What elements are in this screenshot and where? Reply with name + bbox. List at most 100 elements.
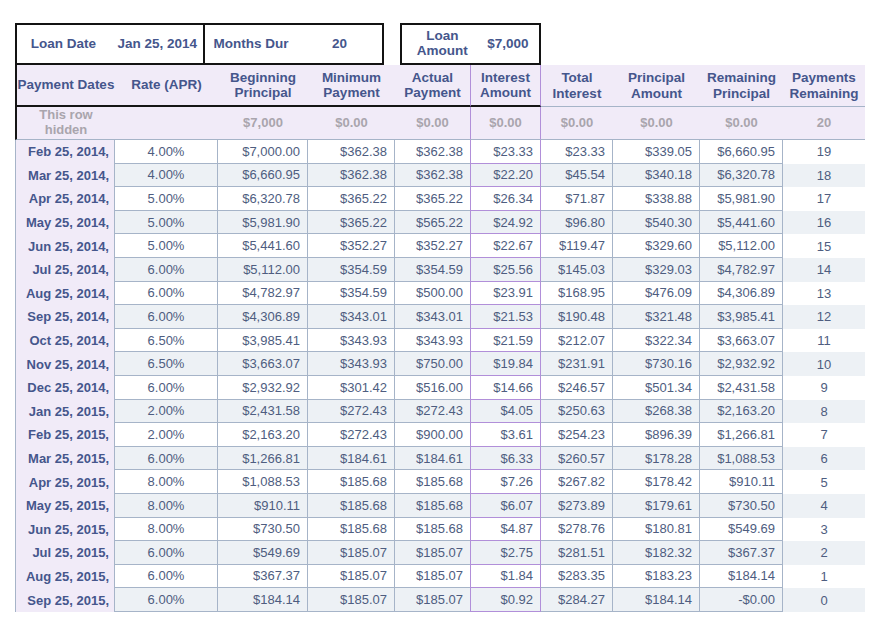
payment-date-cell[interactable]: May 25, 2015, <box>15 494 115 518</box>
minimum-payment-cell[interactable]: $272.43 <box>308 423 395 447</box>
hidden-beginning-principal-cell[interactable]: $7,000 <box>218 107 308 140</box>
payments-remaining-cell[interactable]: 6 <box>783 447 865 471</box>
total-interest-cell[interactable]: $212.07 <box>541 329 613 353</box>
principal-amount-cell[interactable]: $896.39 <box>613 423 700 447</box>
rate-apr-cell[interactable]: 4.00% <box>115 164 218 188</box>
header-payments-remaining[interactable]: Payments Remaining <box>783 65 865 107</box>
actual-payment-cell[interactable]: $750.00 <box>395 352 470 376</box>
beginning-principal-cell[interactable]: $910.11 <box>218 494 308 518</box>
total-interest-cell[interactable]: $71.87 <box>541 187 613 211</box>
actual-payment-cell[interactable]: $354.59 <box>395 258 470 282</box>
rate-apr-cell[interactable]: 2.00% <box>115 423 218 447</box>
interest-amount-cell[interactable]: $0.92 <box>470 588 541 612</box>
total-interest-cell[interactable]: $119.47 <box>541 234 613 258</box>
principal-amount-cell[interactable]: $182.32 <box>613 541 700 565</box>
principal-amount-cell[interactable]: $322.34 <box>613 329 700 353</box>
payments-remaining-cell[interactable]: 18 <box>783 164 865 188</box>
actual-payment-cell[interactable]: $352.27 <box>395 234 470 258</box>
actual-payment-cell[interactable]: $343.93 <box>395 329 470 353</box>
principal-amount-cell[interactable]: $329.03 <box>613 258 700 282</box>
principal-amount-cell[interactable]: $340.18 <box>613 164 700 188</box>
hidden-total-interest-cell[interactable]: $0.00 <box>541 107 613 140</box>
beginning-principal-cell[interactable]: $4,306.89 <box>218 305 308 329</box>
beginning-principal-cell[interactable]: $730.50 <box>218 518 308 542</box>
interest-amount-cell[interactable]: $7.26 <box>470 470 541 494</box>
interest-amount-cell[interactable]: $4.87 <box>470 518 541 542</box>
total-interest-cell[interactable]: $278.76 <box>541 518 613 542</box>
beginning-principal-cell[interactable]: $3,663.07 <box>218 352 308 376</box>
rate-apr-cell[interactable]: 6.00% <box>115 258 218 282</box>
payments-remaining-cell[interactable]: 10 <box>783 352 865 376</box>
beginning-principal-cell[interactable]: $5,981.90 <box>218 211 308 235</box>
total-interest-cell[interactable]: $284.27 <box>541 588 613 612</box>
payments-remaining-cell[interactable]: 3 <box>783 518 865 542</box>
beginning-principal-cell[interactable]: $5,441.60 <box>218 234 308 258</box>
principal-amount-cell[interactable]: $338.88 <box>613 187 700 211</box>
payment-date-cell[interactable]: Aug 25, 2014, <box>15 282 115 306</box>
remaining-principal-cell[interactable]: $3,985.41 <box>700 305 783 329</box>
minimum-payment-cell[interactable]: $301.42 <box>308 376 395 400</box>
interest-amount-cell[interactable]: $22.67 <box>470 234 541 258</box>
total-interest-cell[interactable]: $23.33 <box>541 140 613 164</box>
total-interest-cell[interactable]: $254.23 <box>541 423 613 447</box>
minimum-payment-cell[interactable]: $343.93 <box>308 329 395 353</box>
payments-remaining-cell[interactable]: 4 <box>783 494 865 518</box>
minimum-payment-cell[interactable]: $185.68 <box>308 518 395 542</box>
actual-payment-cell[interactable]: $185.68 <box>395 518 470 542</box>
payments-remaining-cell[interactable]: 15 <box>783 234 865 258</box>
payment-date-cell[interactable]: Oct 25, 2014, <box>15 329 115 353</box>
payment-date-cell[interactable]: Nov 25, 2014, <box>15 352 115 376</box>
rate-apr-cell[interactable]: 5.00% <box>115 211 218 235</box>
interest-amount-cell[interactable]: $6.33 <box>470 447 541 471</box>
hidden-interest-amount-cell[interactable]: $0.00 <box>470 107 541 140</box>
payments-remaining-cell[interactable]: 17 <box>783 187 865 211</box>
payment-date-cell[interactable]: Jul 25, 2014, <box>15 258 115 282</box>
beginning-principal-cell[interactable]: $184.14 <box>218 588 308 612</box>
payment-date-cell[interactable]: Dec 25, 2014, <box>15 376 115 400</box>
minimum-payment-cell[interactable]: $365.22 <box>308 211 395 235</box>
hidden-payments-remaining-cell[interactable]: 20 <box>783 107 865 140</box>
rate-apr-cell[interactable]: 6.00% <box>115 565 218 589</box>
actual-payment-cell[interactable]: $185.68 <box>395 470 470 494</box>
total-interest-cell[interactable]: $231.91 <box>541 352 613 376</box>
payment-date-cell[interactable]: Aug 25, 2015, <box>15 565 115 589</box>
beginning-principal-cell[interactable]: $2,932.92 <box>218 376 308 400</box>
principal-amount-cell[interactable]: $501.34 <box>613 376 700 400</box>
beginning-principal-cell[interactable]: $2,431.58 <box>218 400 308 424</box>
total-interest-cell[interactable]: $45.54 <box>541 164 613 188</box>
principal-amount-cell[interactable]: $178.28 <box>613 447 700 471</box>
total-interest-cell[interactable]: $145.03 <box>541 258 613 282</box>
payments-remaining-cell[interactable]: 5 <box>783 470 865 494</box>
rate-apr-cell[interactable]: 6.50% <box>115 352 218 376</box>
total-interest-cell[interactable]: $267.82 <box>541 470 613 494</box>
actual-payment-cell[interactable]: $500.00 <box>395 282 470 306</box>
payment-date-cell[interactable]: Feb 25, 2015, <box>15 423 115 447</box>
minimum-payment-cell[interactable]: $185.07 <box>308 541 395 565</box>
payment-date-cell[interactable]: Sep 25, 2015, <box>15 588 115 612</box>
interest-amount-cell[interactable]: $3.61 <box>470 423 541 447</box>
header-remaining-principal[interactable]: Remaining Principal <box>700 65 783 107</box>
payment-date-cell[interactable]: Apr 25, 2015, <box>15 470 115 494</box>
minimum-payment-cell[interactable]: $343.01 <box>308 305 395 329</box>
remaining-principal-cell[interactable]: $5,981.90 <box>700 187 783 211</box>
actual-payment-cell[interactable]: $516.00 <box>395 376 470 400</box>
interest-amount-cell[interactable]: $6.07 <box>470 494 541 518</box>
remaining-principal-cell[interactable]: $910.11 <box>700 470 783 494</box>
interest-amount-cell[interactable]: $1.84 <box>470 565 541 589</box>
rate-apr-cell[interactable]: 4.00% <box>115 140 218 164</box>
loan-amount-value[interactable]: $7,000 <box>477 37 539 52</box>
principal-amount-cell[interactable]: $268.38 <box>613 400 700 424</box>
loan-date-value[interactable]: Jan 25, 2014 <box>110 37 203 52</box>
header-interest-amount[interactable]: Interest Amount <box>470 65 541 107</box>
rate-apr-cell[interactable]: 5.00% <box>115 234 218 258</box>
hidden-row-label[interactable]: This row hidden <box>15 107 115 140</box>
payments-remaining-cell[interactable]: 19 <box>783 140 865 164</box>
payment-date-cell[interactable]: Mar 25, 2015, <box>15 447 115 471</box>
actual-payment-cell[interactable]: $184.61 <box>395 447 470 471</box>
principal-amount-cell[interactable]: $476.09 <box>613 282 700 306</box>
minimum-payment-cell[interactable]: $362.38 <box>308 164 395 188</box>
principal-amount-cell[interactable]: $178.42 <box>613 470 700 494</box>
hidden-actual-payment-cell[interactable]: $0.00 <box>395 107 470 140</box>
payments-remaining-cell[interactable]: 16 <box>783 211 865 235</box>
total-interest-cell[interactable]: $96.80 <box>541 211 613 235</box>
